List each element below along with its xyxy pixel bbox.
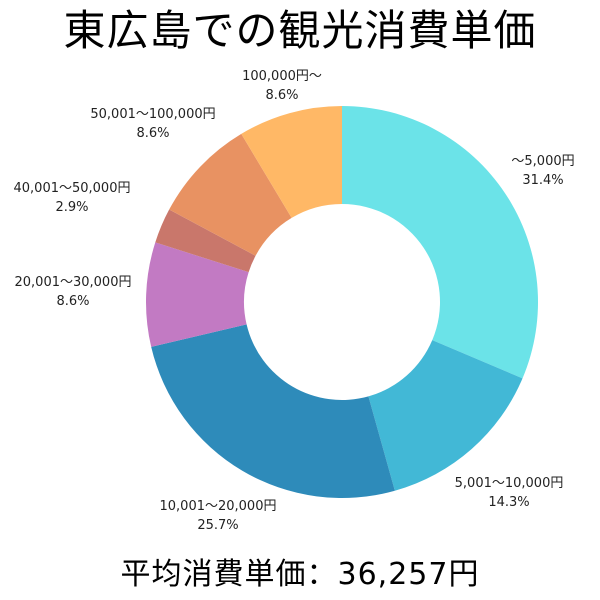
donut-slices [146, 106, 538, 499]
slice-percent-6: 8.6% [136, 126, 169, 141]
chart-title: 東広島での観光消費単価 [63, 6, 537, 55]
slice-3 [151, 324, 395, 499]
slice-label-2: 5,001～10,000円 [455, 476, 564, 491]
slice-percent-4: 8.6% [56, 294, 89, 309]
slice-percent-7: 8.6% [265, 88, 298, 103]
slice-percent-1: 31.4% [522, 173, 563, 188]
slice-percent-5: 2.9% [55, 200, 88, 215]
slice-label-5: 40,001～50,000円 [14, 181, 131, 196]
slice-6 [169, 133, 292, 256]
average-spend-text: 平均消費単価：36,257円 [120, 557, 480, 592]
slice-label-7: 100,000円～ [242, 69, 322, 84]
slice-7 [241, 106, 342, 218]
slice-label-6: 50,001～100,000円 [90, 107, 215, 122]
slice-percent-2: 14.3% [488, 495, 529, 510]
slice-label-1: ～5,000円 [511, 154, 574, 169]
slice-2 [368, 340, 523, 491]
slice-labels: ～5,000円 31.4% 5,001～10,000円 14.3% 10,001～20,… [14, 69, 575, 533]
slice-4 [146, 242, 249, 347]
slice-label-4: 20,001～30,000円 [15, 275, 132, 290]
slice-1 [342, 106, 538, 379]
slice-5 [155, 209, 256, 273]
slice-label-3: 10,001～20,000円 [160, 499, 277, 514]
slice-percent-3: 25.7% [197, 518, 238, 533]
